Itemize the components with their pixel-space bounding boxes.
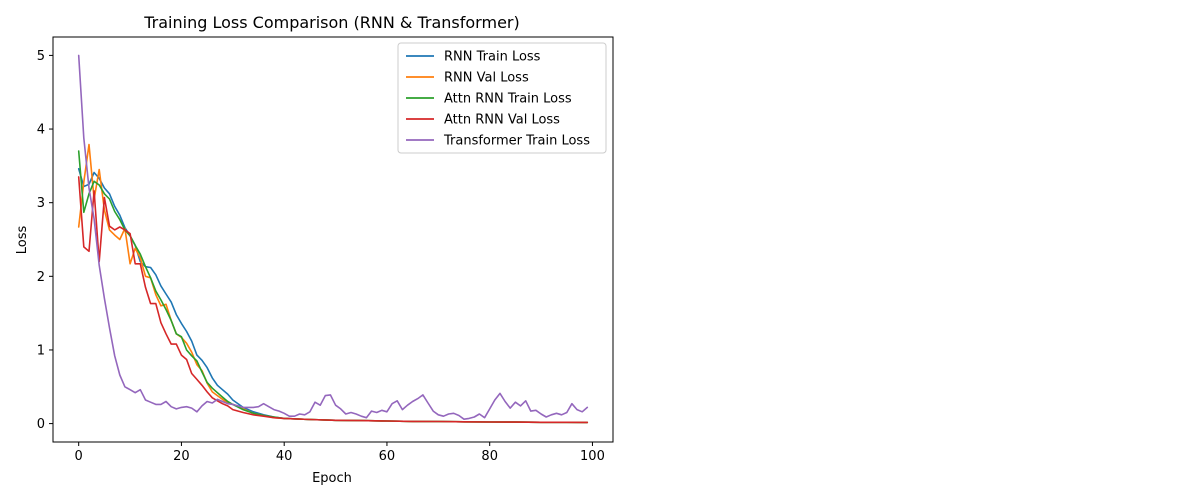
y-tick-label-4: 4 <box>37 123 45 138</box>
legend-label-4: Transformer Train Loss <box>443 134 590 149</box>
plot-frame <box>52 36 614 443</box>
legend-label-2: Attn RNN Train Loss <box>444 92 572 107</box>
series-line-2 <box>77 150 589 424</box>
x-tick-label-3: 60 <box>379 449 396 464</box>
y-axis-ticks: 0 1 2 3 4 5 <box>37 49 53 432</box>
legend-label-0: RNN Train Loss <box>444 50 541 65</box>
x-tick-label-0: 0 <box>75 449 83 464</box>
y-tick-label-5: 5 <box>37 49 45 64</box>
series-line-0 <box>77 168 589 424</box>
x-axis-label: Epoch <box>312 471 352 486</box>
y-axis-label: Loss <box>15 226 30 255</box>
y-tick-label-1: 1 <box>37 343 45 358</box>
series-line-1 <box>77 143 589 424</box>
legend-box <box>397 42 607 154</box>
x-axis-ticks: 0 20 40 60 80 100 <box>75 442 605 464</box>
legend-label-1: RNN Val Loss <box>444 71 529 86</box>
y-tick-label-2: 2 <box>37 270 45 285</box>
plot-lines <box>77 54 589 424</box>
x-tick-label-1: 20 <box>173 449 190 464</box>
x-tick-label-2: 40 <box>276 449 293 464</box>
chart-title: Training Loss Comparison (RNN & Transfor… <box>143 13 519 32</box>
y-tick-label-0: 0 <box>37 417 45 432</box>
y-tick-label-3: 3 <box>37 196 45 211</box>
series-line-3 <box>77 176 589 424</box>
x-tick-label-5: 100 <box>580 449 605 464</box>
series-line-4 <box>77 54 589 421</box>
legend: RNN Train Loss RNN Val Loss Attn RNN Train… <box>397 42 607 154</box>
x-tick-label-4: 80 <box>481 449 498 464</box>
legend-label-3: Attn RNN Val Loss <box>444 113 560 128</box>
